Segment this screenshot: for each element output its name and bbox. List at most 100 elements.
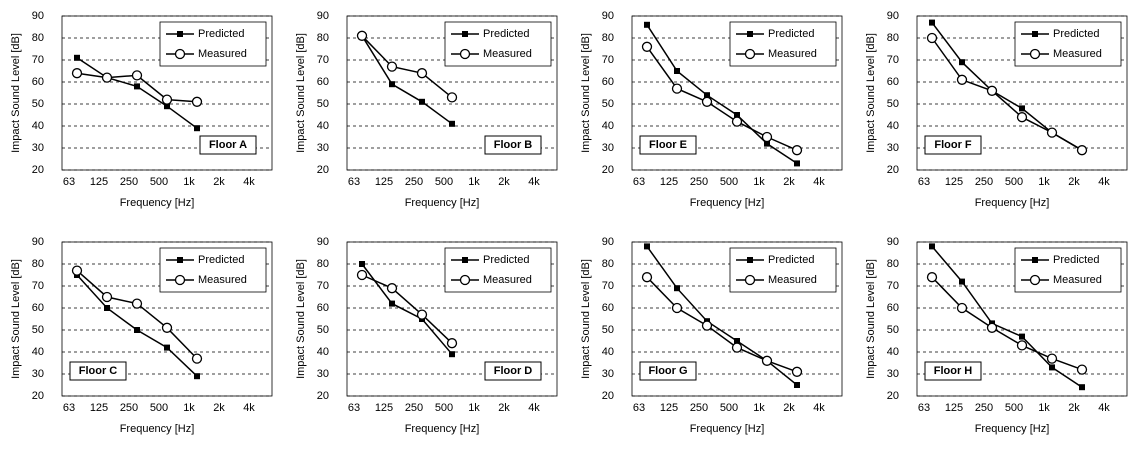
y-tick-label: 20 bbox=[602, 390, 614, 402]
data-point bbox=[449, 120, 455, 127]
data-point bbox=[416, 68, 428, 79]
legend-label: Measured bbox=[1053, 48, 1102, 60]
x-tick-label: 2k bbox=[1068, 176, 1080, 188]
legend-label: Predicted bbox=[198, 254, 244, 266]
y-axis-label: Impact Sound Level [dB] bbox=[295, 33, 307, 153]
legend-marker bbox=[1029, 274, 1041, 286]
x-tick-label: 1k bbox=[753, 402, 765, 414]
y-axis-label: Impact Sound Level [dB] bbox=[580, 33, 592, 153]
annotation: Floor E bbox=[649, 139, 687, 151]
y-tick-label: 30 bbox=[887, 368, 899, 380]
x-tick-label: 125 bbox=[660, 402, 678, 414]
data-point bbox=[761, 355, 773, 366]
data-point bbox=[74, 54, 80, 61]
series-line bbox=[646, 245, 798, 386]
legend-label: Measured bbox=[483, 48, 532, 60]
x-tick-label: 2k bbox=[498, 176, 510, 188]
legend-box bbox=[1014, 247, 1122, 293]
y-axis-label: Impact Sound Level [dB] bbox=[580, 259, 592, 379]
x-tick-label: 125 bbox=[945, 402, 963, 414]
y-tick-label: 70 bbox=[887, 280, 899, 292]
data-point bbox=[1049, 364, 1055, 371]
x-tick-label: 4k bbox=[528, 176, 540, 188]
x-tick-label: 4k bbox=[1098, 402, 1110, 414]
x-axis-label: Frequency [Hz] bbox=[120, 423, 195, 435]
y-tick-label: 70 bbox=[602, 54, 614, 66]
x-tick-label: 250 bbox=[975, 176, 993, 188]
y-tick-label: 80 bbox=[317, 32, 329, 44]
x-tick-label: 63 bbox=[348, 176, 360, 188]
y-tick-label: 80 bbox=[32, 32, 44, 44]
legend-marker bbox=[459, 48, 471, 60]
annotation-box bbox=[484, 361, 542, 381]
y-tick-label: 80 bbox=[602, 258, 614, 270]
x-axis-label: Frequency [Hz] bbox=[690, 423, 765, 435]
series-line bbox=[646, 276, 798, 373]
data-point bbox=[71, 265, 83, 276]
y-tick-label: 70 bbox=[317, 54, 329, 66]
y-tick-label: 90 bbox=[32, 10, 44, 22]
legend-marker bbox=[462, 31, 468, 37]
x-axis-label: Frequency [Hz] bbox=[975, 423, 1050, 435]
data-point bbox=[386, 283, 398, 294]
data-point bbox=[356, 30, 368, 41]
data-point bbox=[164, 103, 170, 110]
data-point bbox=[1079, 384, 1085, 391]
legend-label: Measured bbox=[1053, 274, 1102, 286]
data-point bbox=[131, 298, 143, 309]
legend-marker bbox=[1032, 31, 1038, 37]
legend-label: Predicted bbox=[1053, 254, 1099, 266]
legend-box bbox=[444, 247, 552, 293]
data-point bbox=[101, 291, 113, 303]
y-axis-label: Impact Sound Level [dB] bbox=[865, 259, 877, 379]
annotation-box bbox=[924, 135, 982, 155]
x-axis-label: Frequency [Hz] bbox=[405, 197, 480, 209]
x-tick-label: 125 bbox=[90, 402, 108, 414]
data-point bbox=[446, 92, 458, 103]
legend-box bbox=[1014, 21, 1122, 67]
x-tick-label: 1k bbox=[1038, 402, 1050, 414]
series-line bbox=[361, 35, 453, 125]
y-tick-label: 60 bbox=[32, 76, 44, 88]
y-tick-label: 50 bbox=[602, 324, 614, 336]
data-point bbox=[389, 81, 395, 88]
x-tick-label: 63 bbox=[63, 402, 75, 414]
x-tick-label: 2k bbox=[213, 402, 225, 414]
data-point bbox=[959, 278, 965, 285]
y-tick-label: 40 bbox=[317, 120, 329, 132]
x-tick-label: 250 bbox=[405, 402, 423, 414]
y-tick-label: 80 bbox=[32, 258, 44, 270]
x-tick-label: 250 bbox=[690, 176, 708, 188]
y-tick-label: 40 bbox=[887, 120, 899, 132]
legend-label: Predicted bbox=[768, 254, 814, 266]
data-point bbox=[1016, 340, 1028, 351]
y-tick-label: 60 bbox=[602, 302, 614, 314]
x-tick-label: 500 bbox=[1005, 176, 1023, 188]
data-point bbox=[701, 96, 713, 107]
data-point bbox=[794, 160, 800, 167]
x-tick-label: 125 bbox=[90, 176, 108, 188]
data-point bbox=[1019, 105, 1025, 112]
y-tick-label: 20 bbox=[317, 390, 329, 402]
y-tick-label: 40 bbox=[317, 346, 329, 358]
legend-box bbox=[159, 247, 267, 293]
data-point bbox=[164, 344, 170, 351]
y-tick-label: 60 bbox=[887, 302, 899, 314]
legend-marker bbox=[747, 31, 753, 37]
x-tick-label: 1k bbox=[468, 176, 480, 188]
data-point bbox=[1076, 145, 1088, 156]
data-point bbox=[131, 70, 143, 81]
legend-marker bbox=[174, 48, 186, 60]
x-tick-label: 2k bbox=[213, 176, 225, 188]
x-tick-label: 4k bbox=[1098, 176, 1110, 188]
y-tick-label: 70 bbox=[317, 280, 329, 292]
x-tick-label: 1k bbox=[183, 176, 195, 188]
series-line bbox=[646, 24, 798, 165]
data-point bbox=[449, 351, 455, 358]
x-tick-label: 2k bbox=[498, 402, 510, 414]
y-tick-label: 80 bbox=[317, 258, 329, 270]
annotation: Floor H bbox=[934, 365, 973, 377]
annotation-box bbox=[639, 135, 697, 155]
data-point bbox=[929, 19, 935, 26]
y-tick-label: 80 bbox=[602, 32, 614, 44]
